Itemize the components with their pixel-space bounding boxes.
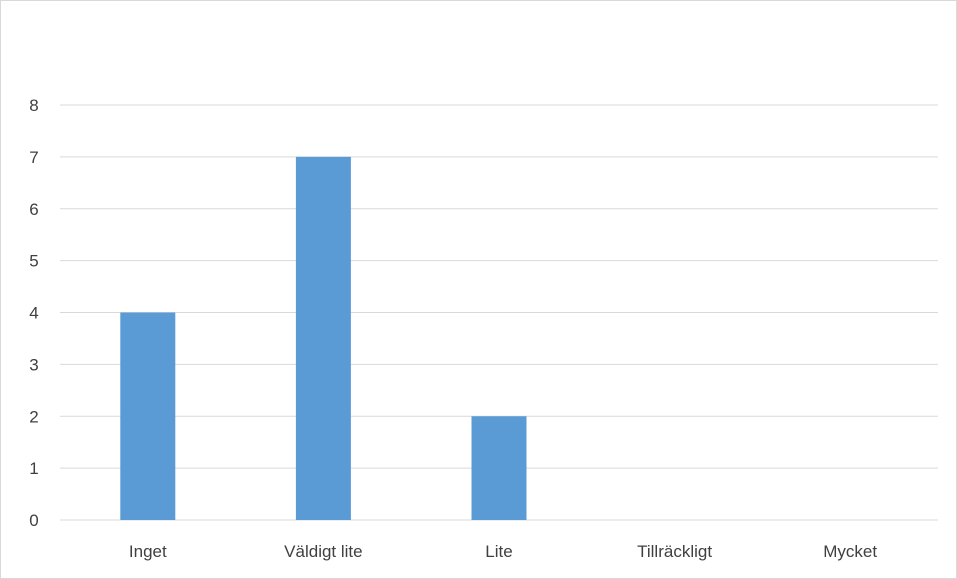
y-tick-label: 3 (29, 355, 38, 374)
y-tick-label: 4 (29, 304, 38, 323)
y-tick-label: 5 (29, 252, 38, 271)
y-tick-label: 2 (29, 407, 38, 426)
y-tick-label: 0 (29, 511, 38, 530)
x-category-label: Mycket (823, 542, 877, 561)
x-category-label: Väldigt lite (284, 542, 362, 561)
y-tick-label: 7 (29, 148, 38, 167)
x-category-label: Tillräckligt (637, 542, 712, 561)
gridlines (60, 104, 938, 521)
bars (120, 156, 527, 520)
y-tick-label: 8 (29, 96, 38, 115)
x-axis-labels: Inget Väldigt lite Lite Tillräckligt Mycket (129, 542, 878, 561)
bar (295, 156, 351, 520)
bar (471, 416, 527, 520)
bar (120, 312, 176, 520)
x-category-label: Lite (485, 542, 512, 561)
y-tick-label: 1 (29, 459, 38, 478)
x-category-label: Inget (129, 542, 167, 561)
y-tick-label: 6 (29, 200, 38, 219)
y-axis-ticks: 0 1 2 3 4 5 6 7 8 (29, 96, 38, 530)
